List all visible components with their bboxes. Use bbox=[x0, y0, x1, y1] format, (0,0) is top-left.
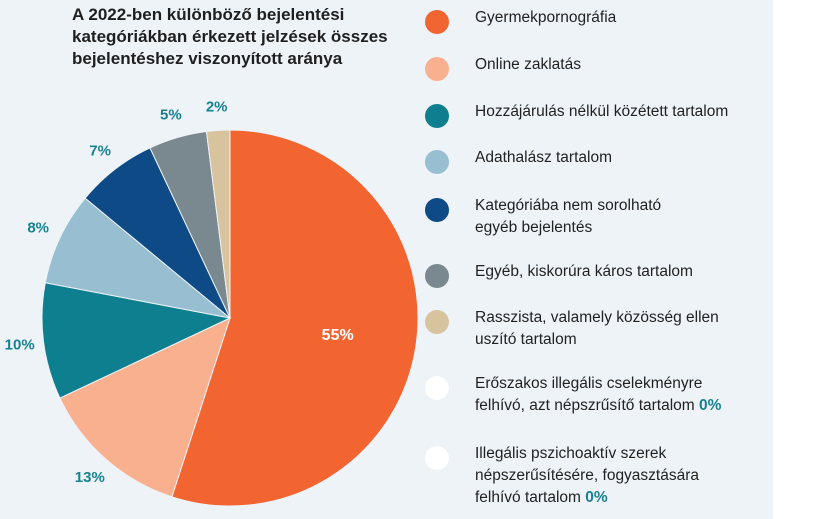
pie-slice-3 bbox=[41, 282, 232, 399]
chart-title: A 2022-ben különböző bejelentési kategór… bbox=[72, 4, 402, 70]
legend-swatch bbox=[425, 104, 449, 128]
legend-label: Online zaklatás bbox=[475, 54, 775, 76]
legend-label-line: Rasszista, valamely közösség ellen bbox=[475, 309, 719, 326]
legend-label-line: népszerűsítésére, fogyasztására bbox=[475, 467, 700, 484]
pie-chart: 55% 13% 10% 8% 7% 5% 2% bbox=[5, 98, 419, 507]
legend-label-line: egyéb bejelentés bbox=[475, 219, 593, 236]
pie-slice-2 bbox=[59, 317, 231, 498]
chart-title-line: bejelentéshez viszonyított aránya bbox=[72, 49, 343, 68]
legend-label-line: Erőszakos illegális cselekményre bbox=[475, 375, 703, 392]
legend-label: Illegális pszichoaktív szerek népszerűsít… bbox=[475, 443, 775, 509]
legend-label: Gyermekpornográfia bbox=[475, 7, 775, 29]
legend-label: Rasszista, valamely közösség ellen uszító… bbox=[475, 307, 775, 351]
legend-label: Kategóriába nem sorolható egyéb bejelenté… bbox=[475, 195, 775, 239]
legend-label-line: felhívó tartalom 0% bbox=[475, 489, 608, 506]
page-margin bbox=[773, 0, 829, 519]
legend-swatch bbox=[425, 310, 449, 334]
chart-title-line: kategóriákban érkezett jelzések összes bbox=[72, 27, 388, 46]
slice-label-5: 7% bbox=[89, 143, 111, 160]
legend-label: Adathalász tartalom bbox=[475, 147, 775, 169]
slice-label-3: 10% bbox=[5, 337, 35, 354]
legend-swatch bbox=[425, 264, 449, 288]
legend-label-line: Adathalász tartalom bbox=[475, 149, 612, 166]
slice-label-7: 2% bbox=[206, 98, 228, 115]
legend-label: Egyéb, kiskorúra káros tartalom bbox=[475, 261, 775, 283]
legend-label-line: Hozzájárulás nélkül közétett tartalom bbox=[475, 103, 729, 120]
legend-label-line: Illegális pszichoaktív szerek bbox=[475, 445, 667, 462]
legend-swatch bbox=[425, 198, 449, 222]
legend-label: Hozzájárulás nélkül közétett tartalom bbox=[475, 101, 775, 123]
legend-swatch bbox=[425, 446, 449, 470]
pie-slice-1 bbox=[171, 129, 419, 507]
pie-slice-7 bbox=[205, 129, 231, 319]
slice-label-6: 5% bbox=[160, 106, 182, 123]
slice-label-2: 13% bbox=[75, 469, 105, 486]
legend-label-line: Online zaklatás bbox=[475, 56, 581, 73]
legend-swatch bbox=[425, 150, 449, 174]
legend-label-line: Gyermekpornográfia bbox=[475, 9, 617, 26]
slice-label-4: 8% bbox=[27, 220, 49, 237]
legend-swatch bbox=[425, 57, 449, 81]
legend-percentage: 0% bbox=[694, 397, 722, 414]
pie-slice-4 bbox=[44, 197, 231, 319]
legend-label-line: uszító tartalom bbox=[475, 331, 577, 348]
chart-title-line: A 2022-ben különböző bejelentési bbox=[72, 5, 345, 24]
slice-label-1: 55% bbox=[322, 327, 354, 344]
legend-swatch bbox=[425, 10, 449, 34]
legend-label-line: Egyéb, kiskorúra káros tartalom bbox=[475, 263, 693, 280]
legend-percentage: 0% bbox=[580, 489, 608, 506]
legend-label-line: Kategóriába nem sorolható bbox=[475, 197, 662, 214]
legend-swatch bbox=[425, 376, 449, 400]
legend-label: Erőszakos illegális cselekményre felhívó,… bbox=[475, 373, 775, 417]
legend-label-line: felhívó, azt népszrűsítő tartalom 0% bbox=[475, 397, 722, 414]
